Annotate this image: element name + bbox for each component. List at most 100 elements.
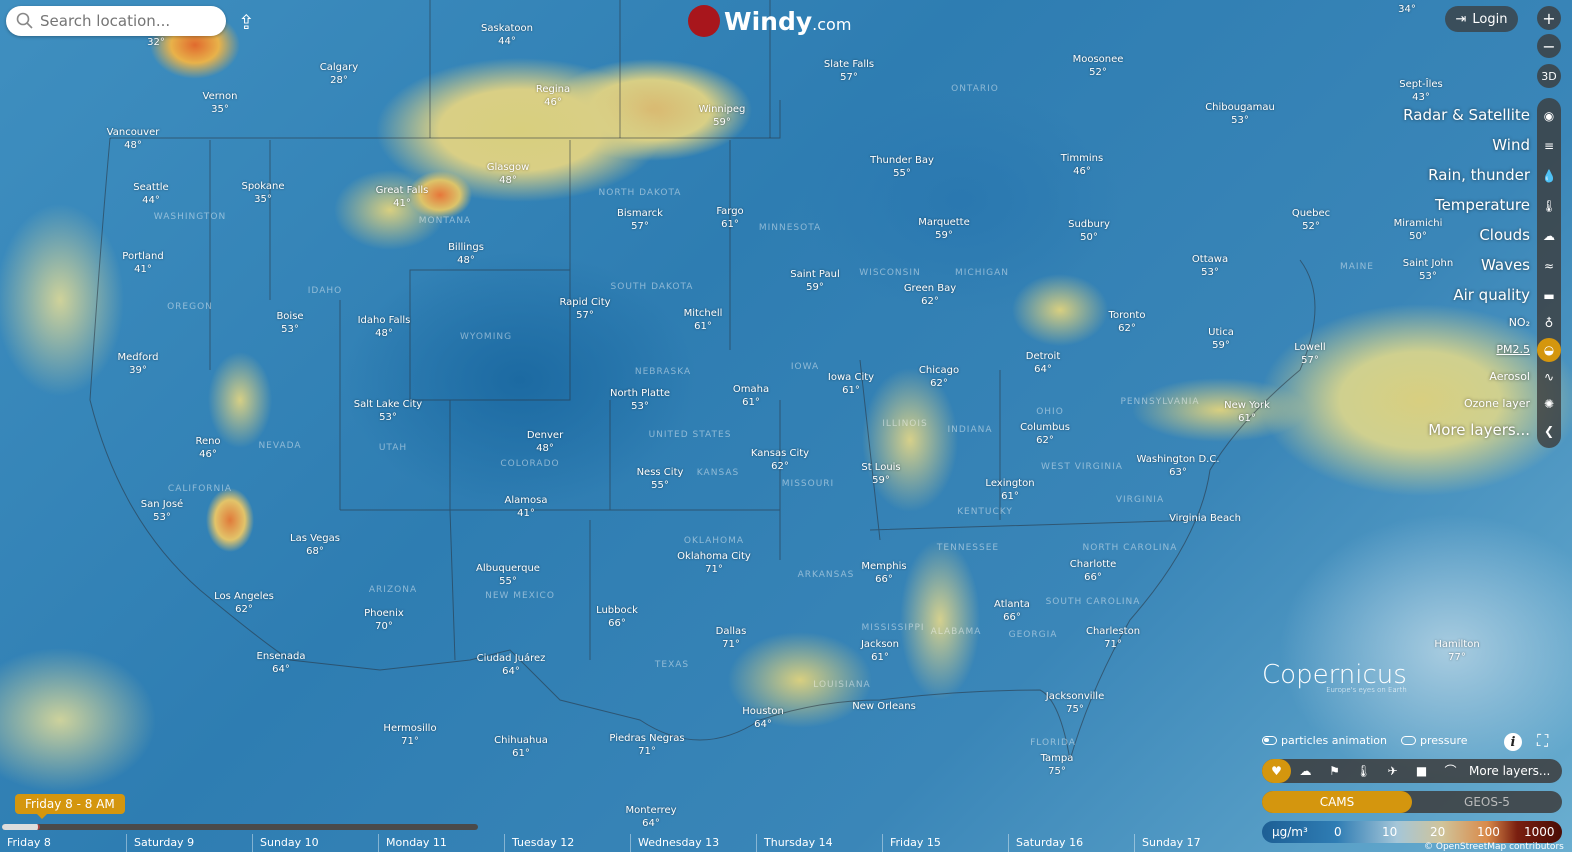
city-label[interactable]: Regina 46° [536, 83, 570, 109]
city-label[interactable]: Omaha 61° [733, 383, 769, 409]
ozone-icon[interactable]: ✺ [1543, 397, 1555, 411]
menu-item-no-[interactable]: NO₂ [1508, 316, 1530, 329]
search-bar[interactable] [6, 6, 226, 36]
city-label[interactable]: Ottawa 53° [1192, 253, 1228, 279]
timeline-day[interactable]: Thursday 14 [756, 834, 882, 852]
timeline-day[interactable]: Friday 8 [7, 836, 51, 849]
city-label[interactable]: Denver 48° [527, 429, 563, 455]
pressure-toggle[interactable]: pressure [1401, 734, 1468, 747]
map-credit[interactable]: © OpenStreetMap contributors [1424, 842, 1564, 852]
zoom-in-button[interactable]: + [1537, 6, 1561, 30]
menu-item-aerosol[interactable]: Aerosol [1489, 370, 1530, 383]
city-label[interactable]: Spokane 35° [241, 180, 284, 206]
city-label[interactable]: Iowa City 61° [828, 371, 874, 397]
menu-item-clouds[interactable]: Clouds [1479, 226, 1530, 244]
car-icon[interactable]: ▬ [1543, 289, 1555, 303]
city-label[interactable]: Winnipeg 59° [699, 103, 746, 129]
city-label[interactable]: San José 53° [141, 498, 183, 524]
wind-icon[interactable]: ≡ [1543, 139, 1555, 153]
login-button[interactable]: ⇥ Login [1445, 6, 1518, 32]
menu-item-wind[interactable]: Wind [1492, 136, 1530, 154]
city-label[interactable]: Thunder Bay 55° [870, 154, 934, 180]
city-label[interactable]: Medford 39° [117, 351, 158, 377]
city-label[interactable]: Ensenada 64° [257, 650, 306, 676]
city-label[interactable]: Charleston 71° [1086, 625, 1140, 651]
city-label[interactable]: Piedras Negras 71° [609, 732, 684, 758]
search-input[interactable] [40, 12, 210, 30]
heart-icon[interactable]: ♥ [1262, 759, 1291, 783]
3d-button[interactable]: 3D [1537, 64, 1561, 88]
timeline-day[interactable]: Saturday 16 [1008, 834, 1134, 852]
fullscreen-icon[interactable]: ⛶ [1537, 731, 1549, 750]
city-label[interactable]: New York 61° [1224, 399, 1270, 425]
camera-icon[interactable]: ■ [1415, 764, 1428, 778]
city-label[interactable]: Jackson 61° [861, 638, 899, 664]
city-label[interactable]: St Louis 59° [861, 461, 900, 487]
menu-item-radar-satellite[interactable]: Radar & Satellite [1403, 106, 1530, 124]
radar-icon[interactable]: ⌒ [1444, 764, 1457, 778]
cloud-icon[interactable]: ☁ [1543, 229, 1555, 243]
city-label[interactable]: Glasgow 48° [487, 161, 530, 187]
droplet-icon[interactable]: 💧 [1541, 169, 1557, 183]
city-label[interactable]: Billings 48° [448, 241, 484, 267]
city-label[interactable]: Oklahoma City 71° [677, 550, 751, 576]
pm-icon[interactable]: ◒ [1537, 338, 1561, 362]
model-geos5[interactable]: GEOS-5 [1464, 795, 1510, 809]
city-label[interactable]: Washington D.C. 63° [1137, 453, 1220, 479]
chevron-left-icon[interactable]: ❮ [1543, 424, 1555, 438]
flag-icon[interactable]: ⚑ [1329, 764, 1340, 778]
city-label[interactable]: Green Bay 62° [904, 282, 956, 308]
gas-icon[interactable]: ♁ [1544, 316, 1554, 330]
city-label[interactable]: Rapid City 57° [559, 296, 610, 322]
city-label[interactable]: Houston 64° [742, 705, 784, 731]
menu-item-air-quality[interactable]: Air quality [1453, 286, 1530, 304]
info-icon[interactable]: i [1504, 733, 1522, 751]
share-icon[interactable]: ⇪ [238, 10, 255, 34]
city-label[interactable]: Timmins 46° [1061, 152, 1103, 178]
city-label[interactable]: Boise 53° [276, 310, 303, 336]
city-label[interactable]: Marquette 59° [918, 216, 970, 242]
city-label[interactable]: Reno 46° [195, 435, 220, 461]
city-label[interactable]: Hamilton 77° [1434, 638, 1479, 664]
windy-logo[interactable]: Windy.com [688, 5, 851, 37]
city-label[interactable]: Fargo 61° [716, 205, 743, 231]
city-label[interactable]: Toronto 62° [1109, 309, 1146, 335]
particles-animation-toggle[interactable]: particles animation [1262, 734, 1387, 747]
city-label[interactable]: Saint Paul 59° [790, 268, 840, 294]
aerosol-icon[interactable]: ∿ [1543, 370, 1555, 384]
menu-item-waves[interactable]: Waves [1481, 256, 1530, 274]
city-label[interactable]: Kansas City 62° [751, 447, 809, 473]
thermometer-icon[interactable]: 🌡 [1541, 199, 1557, 213]
city-label[interactable]: Albuquerque 55° [476, 562, 540, 588]
city-label[interactable]: Hermosillo 71° [383, 722, 436, 748]
city-label[interactable]: Great Falls 41° [376, 184, 429, 210]
menu-item-rain-thunder[interactable]: Rain, thunder [1428, 166, 1530, 184]
city-label[interactable]: Ness City 55° [637, 466, 684, 492]
city-label[interactable]: Bismarck 57° [617, 207, 663, 233]
menu-item-ozone-layer[interactable]: Ozone layer [1464, 397, 1530, 410]
city-label[interactable]: Monterrey 64° [625, 804, 676, 830]
city-label[interactable]: Charlotte 66° [1070, 558, 1116, 584]
city-label[interactable]: Salt Lake City 53° [354, 398, 422, 424]
city-label[interactable]: Idaho Falls 48° [358, 314, 411, 340]
menu-item-more-layers-[interactable]: More layers... [1428, 421, 1530, 439]
city-label[interactable]: Sudbury 50° [1068, 218, 1110, 244]
city-label[interactable]: 32° [147, 36, 165, 49]
city-label[interactable]: North Platte 53° [610, 387, 670, 413]
city-label[interactable]: Vancouver 48° [107, 126, 160, 152]
city-label[interactable]: Calgary 28° [320, 61, 358, 87]
thermometer-icon[interactable]: 🌡 [1355, 764, 1372, 778]
timeline-progress[interactable] [2, 824, 41, 830]
city-label[interactable]: Tampa 75° [1041, 752, 1074, 778]
timeline-day[interactable]: Sunday 17 [1134, 834, 1260, 852]
city-label[interactable]: Columbus 62° [1020, 421, 1070, 447]
city-label[interactable]: Chicago 62° [919, 364, 959, 390]
timeline-day[interactable]: Wednesday 13 [630, 834, 756, 852]
waves-icon[interactable]: ≈ [1543, 259, 1555, 273]
menu-item-pm2-5[interactable]: PM2.5 [1496, 343, 1530, 356]
timeline-track[interactable] [2, 824, 478, 830]
timeline-day[interactable]: Friday 15 [882, 834, 1008, 852]
city-label[interactable]: Detroit 64° [1026, 350, 1060, 376]
more-layers-button[interactable]: More layers... [1469, 764, 1551, 778]
